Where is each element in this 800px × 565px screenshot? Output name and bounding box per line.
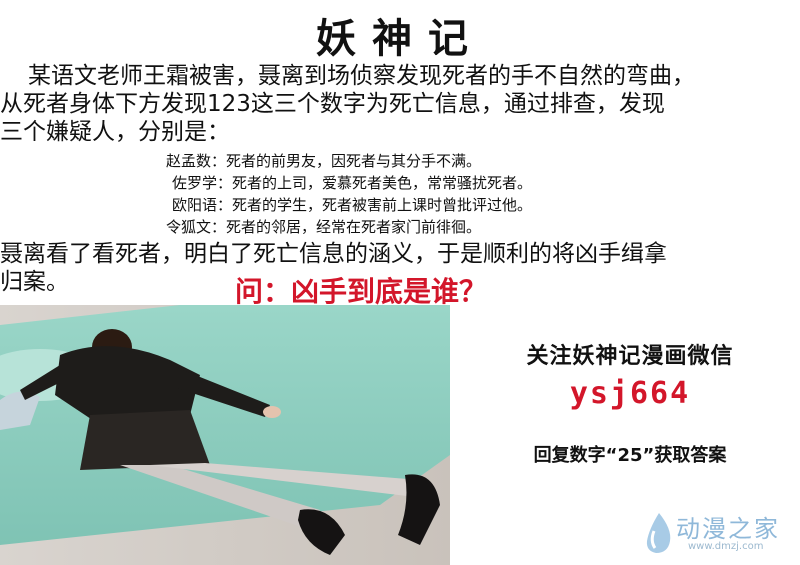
watermark-url: www.dmzj.com bbox=[688, 541, 764, 552]
page-title: 妖神记 bbox=[316, 15, 484, 62]
suspect-item: 赵孟数：死者的前男友，因死者与其分手不满。 bbox=[166, 152, 482, 170]
intro-line-1: 某语文老师王霜被害，聂离到场侦察发现死者的手不自然的弯曲， bbox=[28, 63, 695, 89]
suspect-item: 佐罗学：死者的上司，爱慕死者美色，常常骚扰死者。 bbox=[172, 174, 533, 192]
crime-scene-photo bbox=[0, 305, 450, 565]
suspect-list: 赵孟数：死者的前男友，因死者与其分手不满。 佐罗学：死者的上司，爱慕死者美色，常… bbox=[166, 150, 532, 238]
outro-line-2: 归案。 bbox=[0, 269, 69, 295]
outro-line-1: 聂离看了看死者，明白了死亡信息的涵义，于是顺利的将凶手缉拿 bbox=[0, 241, 667, 267]
site-watermark: 动漫之家 www.dmzj.com bbox=[640, 505, 800, 565]
suspect-item: 欧阳语：死者的学生，死者被害前上课时曾批评过他。 bbox=[172, 196, 533, 214]
droplet-icon bbox=[646, 513, 671, 553]
intro-paragraph: 某语文老师王霜被害，聂离到场侦察发现死者的手不自然的弯曲， 从死者身体下方发现1… bbox=[0, 62, 800, 146]
intro-line-2: 从死者身体下方发现123这三个数字为死亡信息，通过排查，发现 bbox=[0, 91, 665, 117]
suspect-item: 令狐文：死者的邻居，经常在死者家门前徘徊。 bbox=[166, 218, 482, 236]
reply-instruction: 回复数字“25”获取答案 bbox=[533, 445, 727, 466]
watermark-text: 动漫之家 bbox=[676, 515, 780, 543]
follow-wechat-text: 关注妖神记漫画微信 bbox=[526, 344, 734, 369]
wechat-id: ysj664 bbox=[569, 376, 691, 411]
intro-line-3: 三个嫌疑人，分别是： bbox=[0, 119, 230, 145]
question-heading: 问：凶手到底是谁？ bbox=[235, 275, 488, 308]
outro-paragraph: 聂离看了看死者，明白了死亡信息的涵义，于是顺利的将凶手缉拿 归案。 bbox=[0, 240, 800, 296]
